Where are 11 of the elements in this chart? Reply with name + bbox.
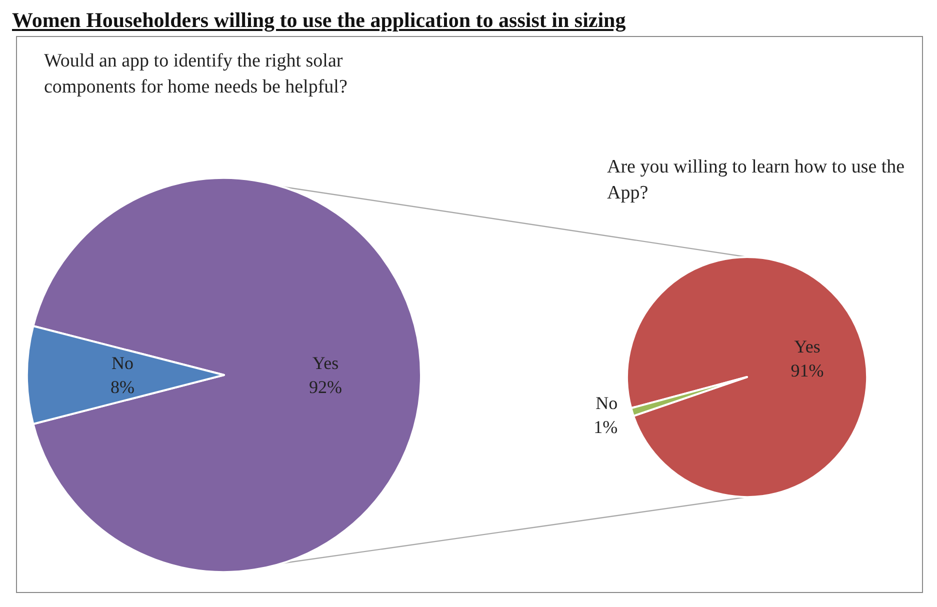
slice-label: Yes (312, 353, 339, 373)
data-label: 91% (790, 360, 824, 381)
data-label: 1% (594, 417, 618, 438)
slice-label: No (596, 393, 618, 414)
slice-label: No (112, 353, 134, 373)
chart-title: Are you willing to learn how to use the App? (607, 156, 910, 204)
chart-subtitle: Would an app to identify the right solar components for home needs be helpful? (44, 50, 348, 98)
data-label: 8% (110, 377, 134, 397)
data-label: 92% (309, 377, 342, 397)
slice-label: Yes (794, 336, 820, 357)
chart-title: Women Householders willing to use the application to assist in sizing (12, 8, 626, 33)
